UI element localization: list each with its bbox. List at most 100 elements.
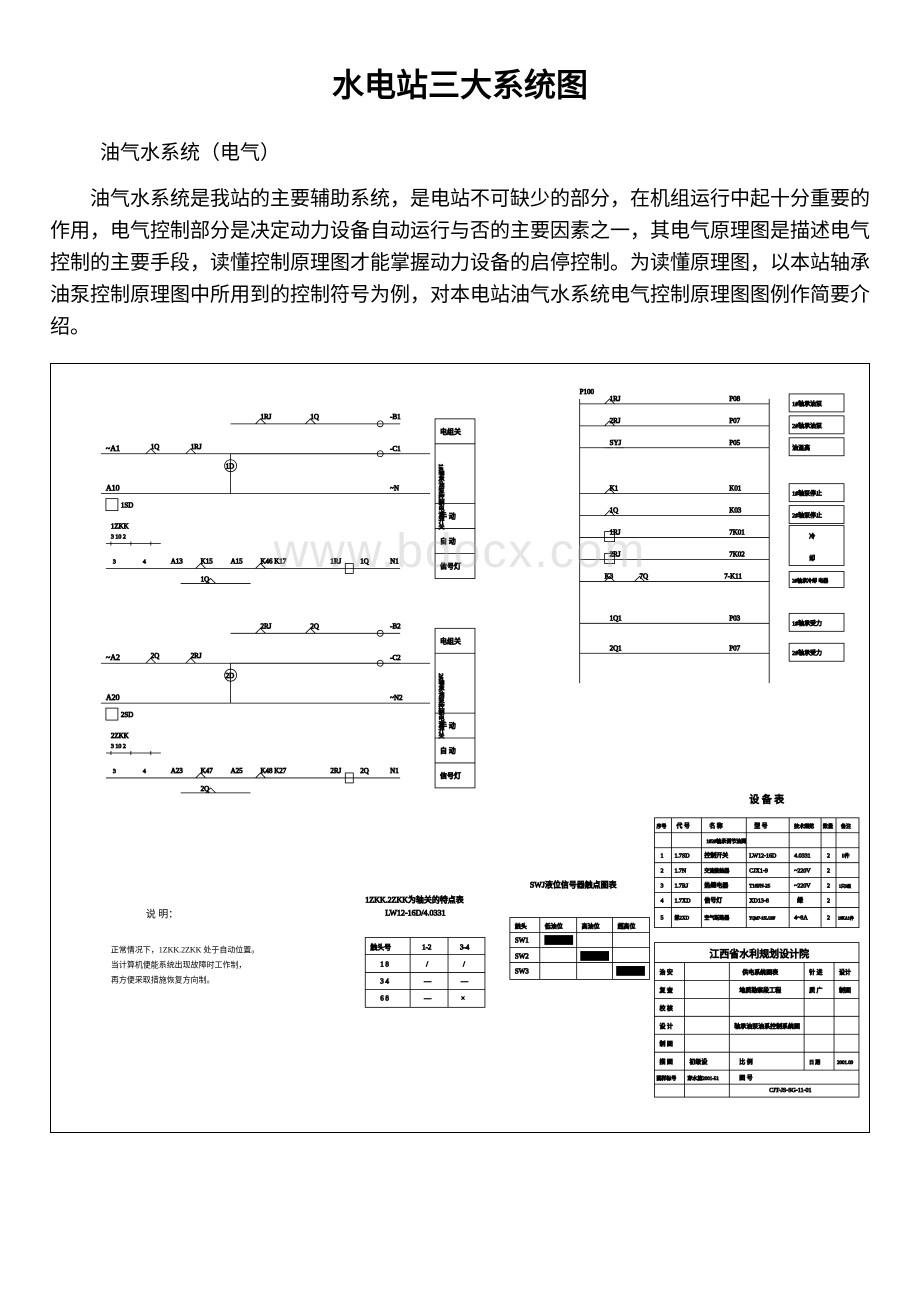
svg-text:K1: K1 <box>610 485 619 493</box>
svg-text:电组关: 电组关 <box>440 427 461 436</box>
svg-text:CJT-JS-SG-11-01: CJT-JS-SG-11-01 <box>769 1088 811 1094</box>
svg-text:2Q1: 2Q1 <box>610 644 623 652</box>
svg-text:供电系统图表: 供电系统图表 <box>742 968 778 976</box>
main-paragraph: 油气水系统是我站的主要辅助系统，是电站不可缺少的部分，在机组运行中起十分重要的作… <box>50 183 870 343</box>
svg-text:代 号: 代 号 <box>676 822 689 830</box>
svg-text:3: 3 <box>113 769 116 775</box>
svg-text:2RJ: 2RJ <box>610 417 621 425</box>
svg-text:A10: A10 <box>106 484 120 493</box>
svg-text:1.7N: 1.7N <box>674 869 686 875</box>
svg-text:2Q: 2Q <box>360 767 369 775</box>
svg-text:空气断路器: 空气断路器 <box>704 915 729 922</box>
svg-text:~220V: ~220V <box>794 869 811 875</box>
svg-text:2#轴承冷却 电器: 2#轴承冷却 电器 <box>792 577 828 584</box>
svg-text:3: 3 <box>113 559 116 565</box>
svg-text:当计算机便能系统出现故障时工作制，: 当计算机便能系统出现故障时工作制， <box>111 959 246 969</box>
svg-text:穿水施2001-51: 穿水施2001-51 <box>687 1075 719 1082</box>
subtitle: 油气水系统（电气） <box>100 136 870 165</box>
svg-text:油温高: 油温高 <box>792 444 810 452</box>
svg-text:数量: 数量 <box>823 823 833 830</box>
svg-text:P03: P03 <box>729 614 740 622</box>
svg-text:自 动: 自 动 <box>440 537 456 546</box>
svg-text:3 10 2: 3 10 2 <box>111 744 126 750</box>
svg-text:A13: A13 <box>171 557 184 565</box>
svg-text:~220V: ~220V <box>794 884 811 890</box>
svg-text:-B1: -B1 <box>390 413 401 421</box>
svg-text:1Q1: 1Q1 <box>610 614 623 622</box>
svg-text:N1: N1 <box>390 767 399 775</box>
svg-text:制 图: 制 图 <box>659 1040 672 1048</box>
svg-text:~N2: ~N2 <box>390 694 403 702</box>
svg-text:描 图: 描 图 <box>659 1058 672 1066</box>
svg-text:2#轴承油泵: 2#轴承油泵 <box>792 422 822 430</box>
svg-text:序号: 序号 <box>656 823 666 830</box>
svg-text:2001.09: 2001.09 <box>837 1061 854 1066</box>
svg-text:A25: A25 <box>231 767 244 775</box>
svg-text:名 称: 名 称 <box>709 822 722 830</box>
svg-text:1#轴承油泵控制电源开关: 1#轴承油泵控制电源开关 <box>437 464 444 531</box>
svg-text:—: — <box>423 994 432 1002</box>
svg-text:图 号: 图 号 <box>739 1075 752 1082</box>
svg-text:7-K11: 7-K11 <box>724 572 742 580</box>
svg-text:热继电器: 热继电器 <box>704 882 728 890</box>
svg-text:-B2: -B2 <box>390 622 401 630</box>
svg-text:1Q: 1Q <box>610 507 619 515</box>
svg-text:1RJ: 1RJ <box>261 413 272 421</box>
svg-text:3 4: 3 4 <box>380 977 389 985</box>
svg-text:K03: K03 <box>729 507 742 515</box>
svg-text:1RJ: 1RJ <box>610 395 621 403</box>
svg-text:K15: K15 <box>201 557 214 565</box>
circuit-diagram: www.bdocx.com ~A1 1Q 1RJ 1D 1RJ 1Q -B1 <box>50 363 870 1133</box>
svg-text:制图: 制图 <box>839 986 851 994</box>
svg-text:SWJ液位信号器触点图表: SWJ液位信号器触点图表 <box>530 880 617 890</box>
svg-text:日 期: 日 期 <box>809 1060 820 1066</box>
svg-text:2#轴泵停止: 2#轴泵停止 <box>792 512 822 520</box>
page-title: 水电站三大系统图 <box>50 60 870 106</box>
svg-text:手 动: 手 动 <box>440 721 456 730</box>
svg-text:N1: N1 <box>390 557 399 565</box>
svg-text:1.7RJ: 1.7RJ <box>674 884 688 890</box>
svg-text:设 备 表: 设 备 表 <box>749 793 784 806</box>
svg-text:触头: 触头 <box>515 923 527 931</box>
svg-text:交流接触器: 交流接触器 <box>704 868 729 875</box>
svg-text:4: 4 <box>143 559 146 565</box>
svg-text:2: 2 <box>827 916 830 922</box>
svg-text:1Q: 1Q <box>360 557 369 565</box>
svg-text:1#轴泵停止: 1#轴泵停止 <box>792 490 822 498</box>
svg-text:P100: P100 <box>580 388 595 396</box>
svg-text:比 例: 比 例 <box>739 1058 752 1066</box>
svg-text:设 计: 设 计 <box>659 1022 672 1030</box>
svg-text:2RJ: 2RJ <box>330 767 341 775</box>
svg-text:1Q: 1Q <box>201 575 210 583</box>
svg-text:2: 2 <box>827 899 830 905</box>
svg-text:A20: A20 <box>106 693 120 702</box>
svg-text:K47: K47 <box>201 767 214 775</box>
svg-text:信号灯: 信号灯 <box>704 897 722 905</box>
svg-text:2SD: 2SD <box>121 711 133 719</box>
svg-text:初级设: 初级设 <box>689 1058 707 1066</box>
svg-text:~A1: ~A1 <box>106 444 120 453</box>
svg-text:/: / <box>426 960 428 968</box>
svg-text:7K01: 7K01 <box>729 529 745 537</box>
svg-text:自 动: 自 动 <box>440 746 456 755</box>
svg-text:备注: 备注 <box>841 823 851 830</box>
svg-text:手 动: 手 动 <box>440 512 456 521</box>
svg-text:电组关: 电组关 <box>440 636 461 645</box>
svg-text:1RJ: 1RJ <box>610 529 621 537</box>
svg-text:CJX1-9: CJX1-9 <box>749 869 768 875</box>
svg-text:信号灯: 信号灯 <box>440 561 461 570</box>
svg-text:超高位: 超高位 <box>618 923 636 931</box>
svg-text:LW12-16D/4.0331: LW12-16D/4.0331 <box>385 909 445 918</box>
svg-text:校 核: 校 核 <box>659 1004 672 1012</box>
svg-text:治 安: 治 安 <box>659 968 672 976</box>
svg-text:4~8A: 4~8A <box>794 916 808 922</box>
svg-text:-C2: -C2 <box>390 654 401 662</box>
svg-text:/: / <box>463 960 465 968</box>
svg-text:地质勘察段工程: 地质勘察段工程 <box>739 986 781 994</box>
svg-text:设计: 设计 <box>839 968 851 976</box>
svg-text:5件: 5件 <box>842 853 849 860</box>
svg-text:图样标号: 图样标号 <box>656 1075 676 1082</box>
svg-text:3: 3 <box>660 884 663 890</box>
svg-text:2RJ: 2RJ <box>610 550 621 558</box>
svg-text:SW2: SW2 <box>515 952 529 960</box>
